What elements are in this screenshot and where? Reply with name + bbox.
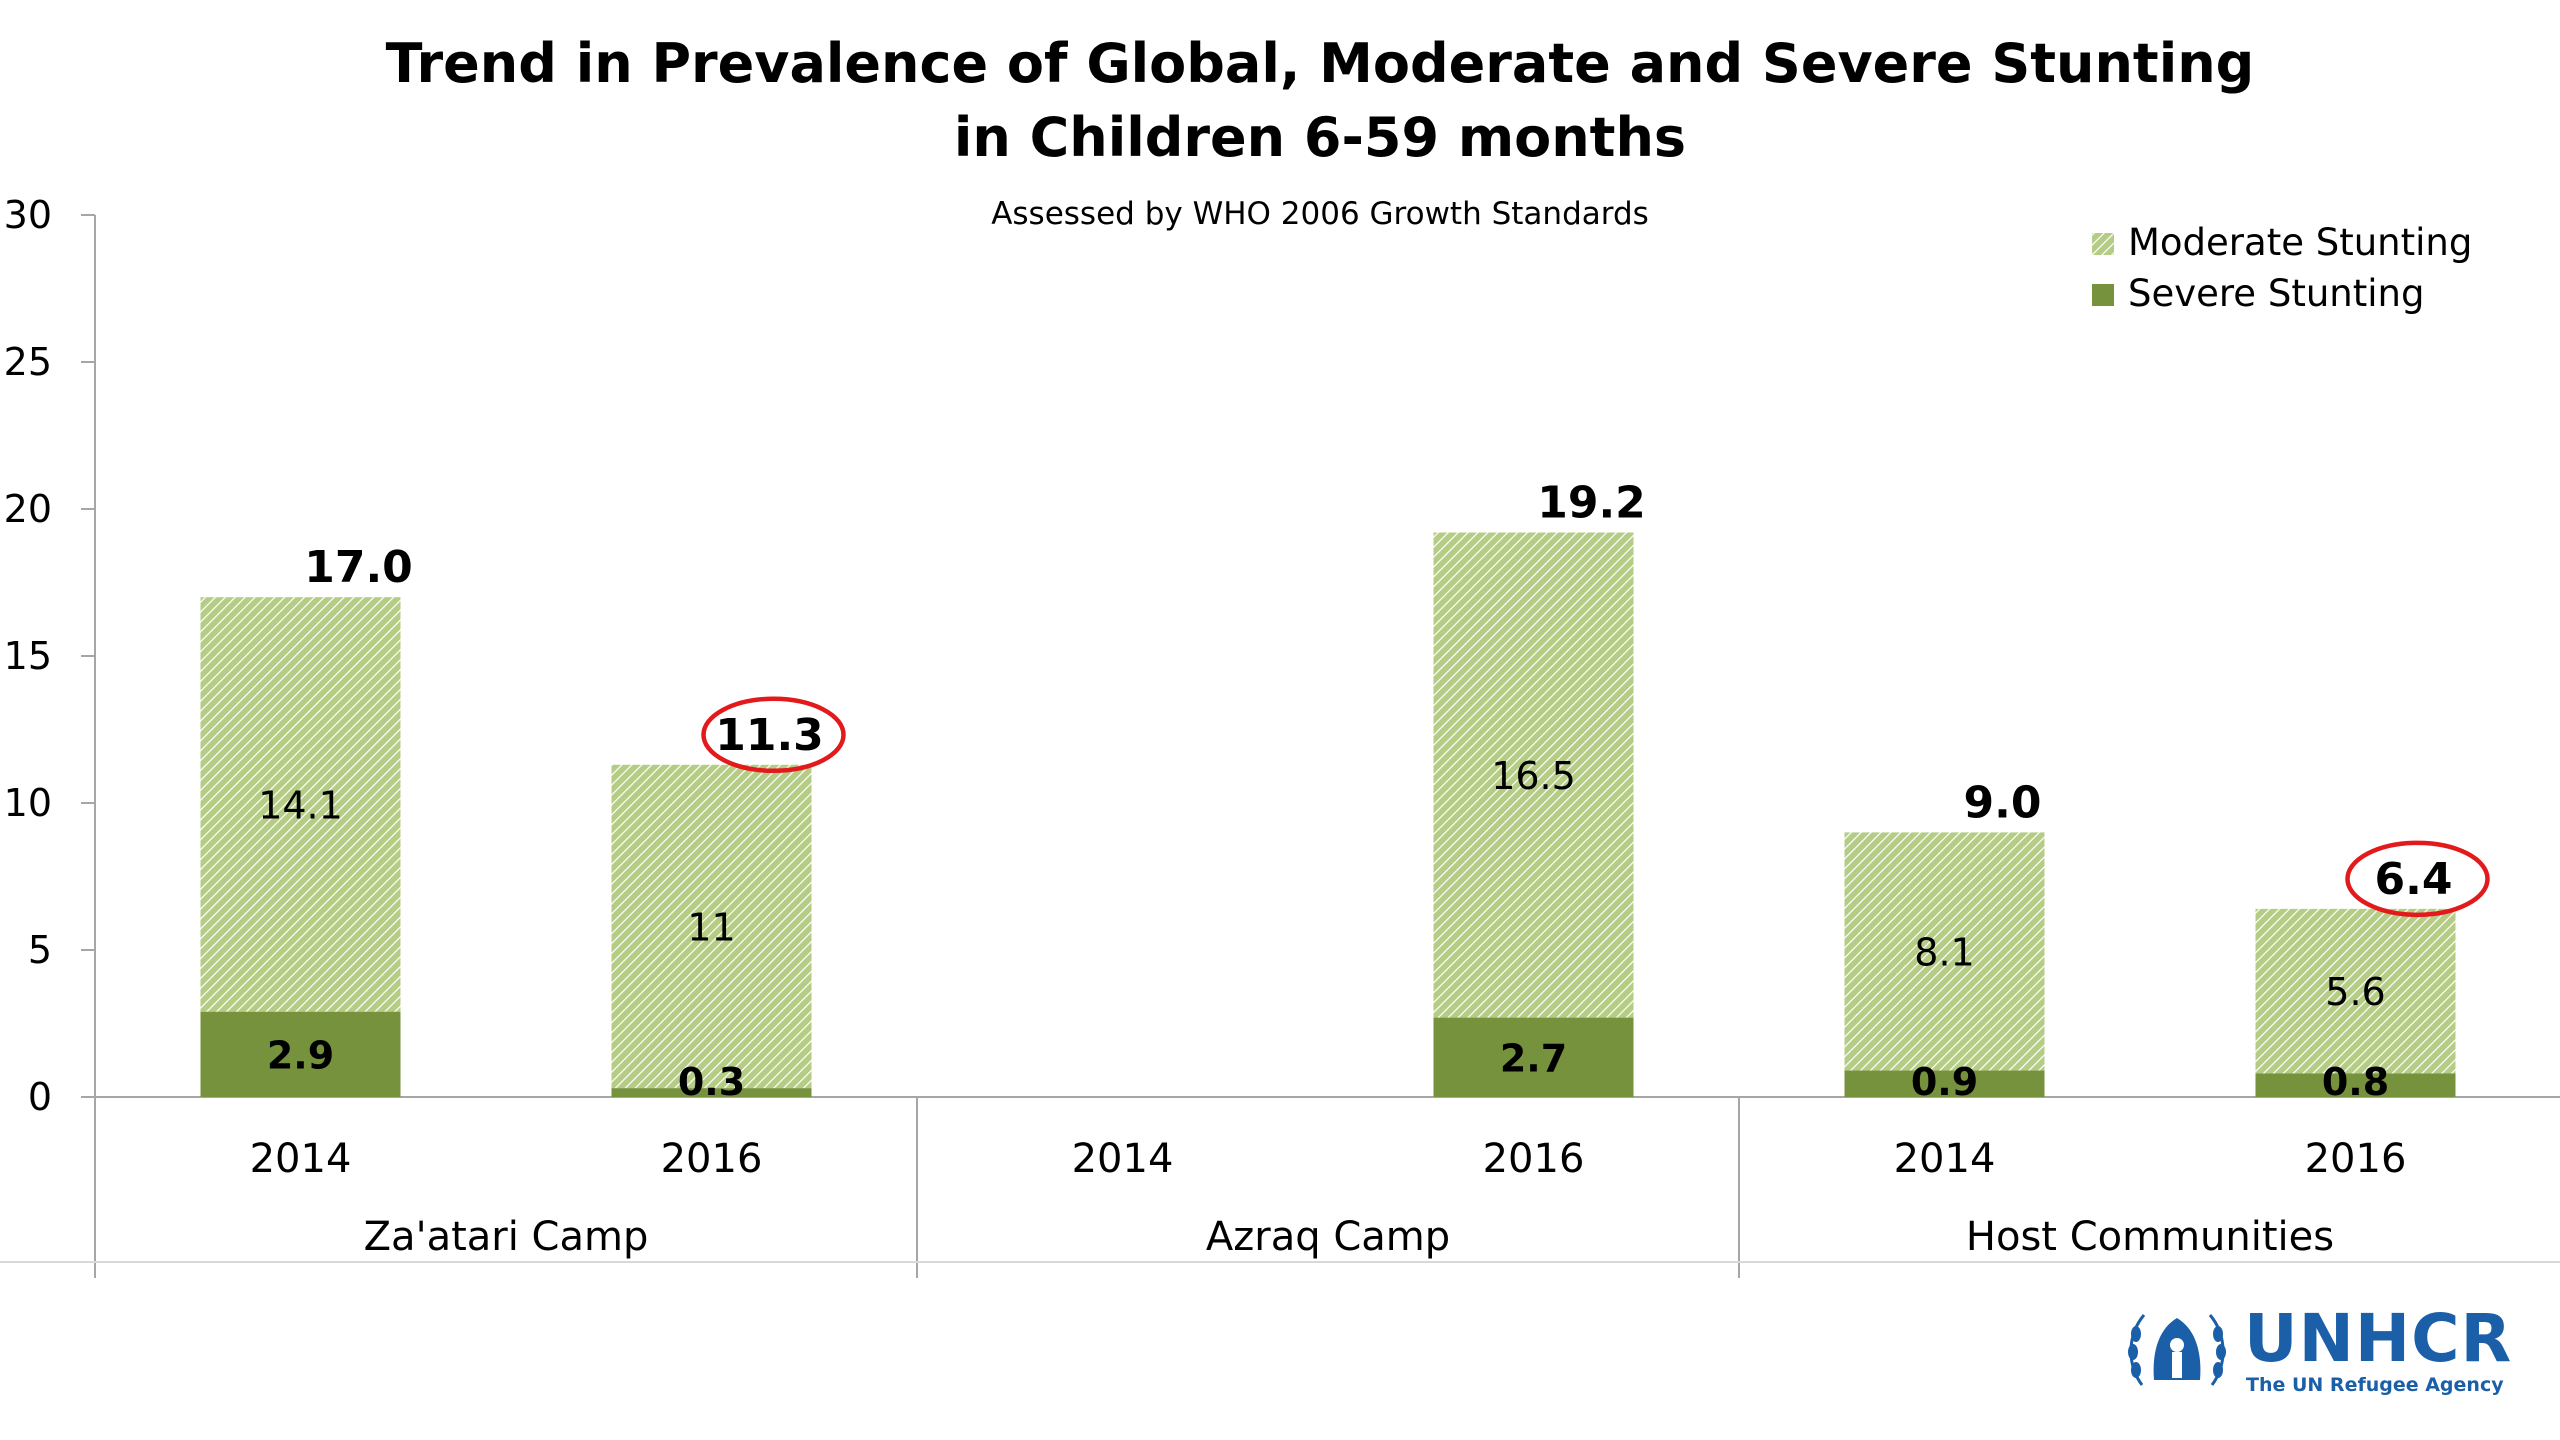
bar-severe-stunting — [611, 1088, 812, 1097]
bar-moderate-stunting — [611, 764, 812, 1089]
highlight-circle — [2345, 840, 2490, 918]
data-label-severe: 2.7 — [1500, 1036, 1567, 1080]
bar-severe-stunting — [200, 1011, 401, 1097]
data-label-moderate: 14.1 — [258, 783, 343, 827]
y-tick-label: 30 — [4, 193, 52, 237]
y-tick-label: 5 — [28, 928, 52, 972]
bar-severe-stunting — [1844, 1070, 2045, 1097]
legend-moderate-swatch — [2092, 233, 2114, 255]
x-category-label: 2016 — [661, 1136, 763, 1182]
bar-moderate-stunting — [200, 597, 401, 1012]
y-tick-label: 10 — [4, 781, 52, 825]
unhcr-logo: UNHCR The UN Refugee Agency — [2122, 1300, 2522, 1400]
data-label-severe: 0.9 — [1911, 1060, 1978, 1104]
x-category-label: 2014 — [1072, 1136, 1174, 1182]
data-label-total: 19.2 — [1537, 478, 1646, 529]
data-label-moderate: 5.6 — [2325, 970, 2385, 1014]
data-label-severe: 2.9 — [267, 1033, 334, 1077]
x-group-label: Host Communities — [1966, 1214, 2334, 1260]
x-category-label: 2014 — [1894, 1136, 1996, 1182]
bar-severe-stunting — [2255, 1073, 2456, 1097]
logo-wordmark: UNHCR — [2244, 1300, 2513, 1377]
x-group-label: Za'atari Camp — [364, 1214, 649, 1260]
bar-moderate-stunting — [2255, 908, 2456, 1074]
bar-moderate-stunting — [1433, 532, 1634, 1018]
chart-subtitle: Assessed by WHO 2006 Growth Standards — [991, 196, 1649, 232]
x-category-label: 2014 — [250, 1136, 352, 1182]
data-label-total: 9.0 — [1964, 777, 2042, 828]
data-label-moderate: 11 — [687, 905, 735, 949]
data-label-moderate: 8.1 — [1914, 930, 1974, 974]
bar-severe-stunting — [1433, 1017, 1634, 1097]
chart-title-line-1: Trend in Prevalence of Global, Moderate … — [385, 32, 2255, 95]
y-tick-label: 0 — [28, 1075, 52, 1119]
legend-severe-swatch — [2092, 284, 2114, 306]
unhcr-emblem-icon — [2128, 1314, 2226, 1386]
data-label-total: 17.0 — [304, 542, 413, 593]
data-label-total: 11.3 — [715, 710, 824, 761]
x-category-label: 2016 — [2305, 1136, 2407, 1182]
legend-severe-label: Severe Stunting — [2128, 272, 2424, 315]
logo-tagline: The UN Refugee Agency — [2246, 1374, 2504, 1396]
bar-moderate-stunting — [1844, 832, 2045, 1071]
legend-moderate-label: Moderate Stunting — [2128, 221, 2472, 264]
data-label-severe: 0.3 — [678, 1060, 745, 1104]
data-label-total: 6.4 — [2375, 854, 2453, 905]
data-label-severe: 0.8 — [2322, 1060, 2389, 1104]
highlight-circle — [701, 696, 846, 774]
x-category-label: 2016 — [1483, 1136, 1585, 1182]
y-tick-label: 15 — [4, 634, 52, 678]
y-tick-label: 25 — [4, 340, 52, 384]
x-group-label: Azraq Camp — [1206, 1214, 1450, 1260]
data-label-moderate: 16.5 — [1491, 754, 1576, 798]
y-tick-label: 20 — [4, 487, 52, 531]
chart-title-line-2: in Children 6-59 months — [953, 106, 1687, 169]
